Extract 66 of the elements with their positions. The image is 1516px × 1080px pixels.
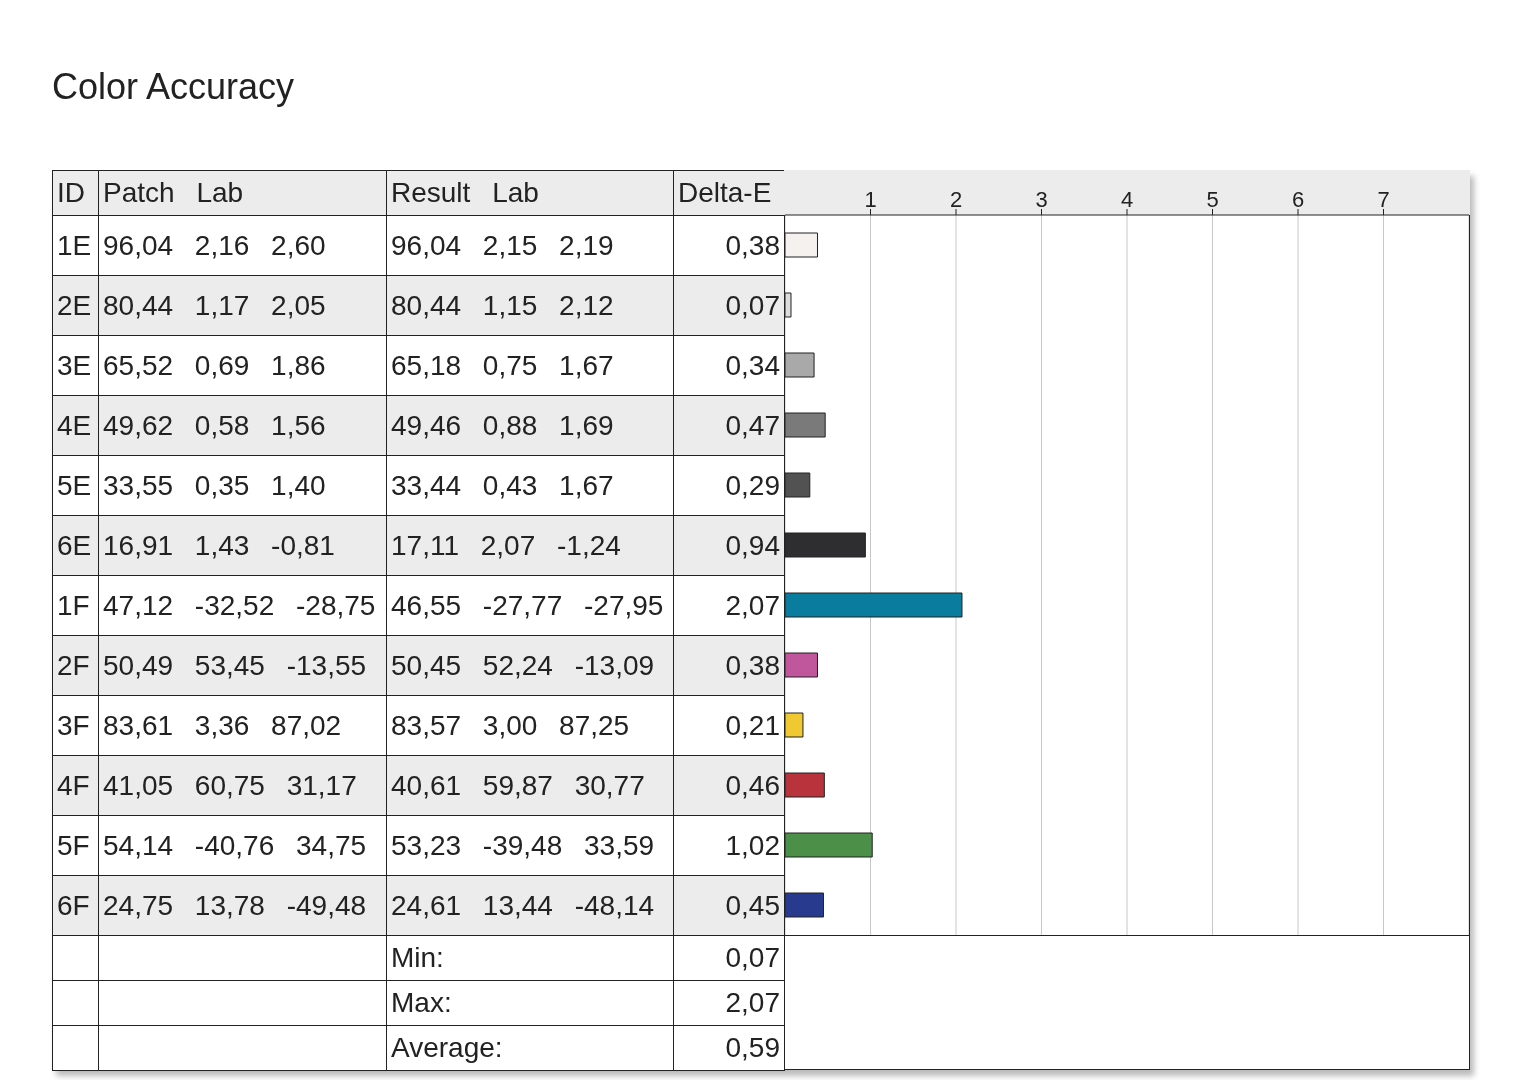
data-label: 1,02 <box>673 815 785 876</box>
y-tick-label: 1F <box>52 575 99 636</box>
y-tick-label: 5F <box>52 815 99 876</box>
text: 46,55 -27,77 -27,95 <box>386 575 674 636</box>
data-label: 0,07 <box>673 275 785 336</box>
y-tick-label: 4E <box>52 395 99 456</box>
text: 83,61 3,36 87,02 <box>98 695 387 756</box>
text: 33,55 0,35 1,40 <box>98 455 387 516</box>
text: 80,44 1,17 2,05 <box>98 275 387 336</box>
y-tick-label: 2E <box>52 275 99 336</box>
y-tick-label: 1E <box>52 215 99 276</box>
y-tick-label: 3E <box>52 335 99 396</box>
text: 96,04 2,15 2,19 <box>386 215 674 276</box>
text: 2,07 <box>673 980 785 1026</box>
text: Min: <box>386 935 674 981</box>
text: 24,61 13,44 -48,14 <box>386 875 674 936</box>
text: 40,61 59,87 30,77 <box>386 755 674 816</box>
text: 53,23 -39,48 33,59 <box>386 815 674 876</box>
data-label: 0,94 <box>673 515 785 576</box>
text: Delta-E <box>673 170 785 216</box>
x2-tick-label: 7 <box>1377 187 1390 212</box>
text: 0,07 <box>673 935 785 981</box>
data-label: 0,45 <box>673 875 785 936</box>
data-label: 0,47 <box>673 395 785 456</box>
text: 83,57 3,00 87,25 <box>386 695 674 756</box>
text: Average: <box>386 1025 674 1071</box>
data-label: 0,21 <box>673 695 785 756</box>
x2-tick-label: 4 <box>1120 187 1134 212</box>
text: 96,04 2,16 2,60 <box>98 215 387 276</box>
y-tick-label: 4F <box>52 755 99 816</box>
data-label: 2,07 <box>673 575 785 636</box>
text: Max: <box>386 980 674 1026</box>
x2-tick-label: 2 <box>949 187 963 212</box>
text: 41,05 60,75 31,17 <box>98 755 387 816</box>
data-label: 0,38 <box>673 635 785 696</box>
y-tick-label: 2F <box>52 635 99 696</box>
text: 50,49 53,45 -13,55 <box>98 635 387 696</box>
text: 80,44 1,15 2,12 <box>386 275 674 336</box>
text: Color Accuracy <box>52 66 295 108</box>
y-tick-label: 5E <box>52 455 99 516</box>
x2-tick-label: 3 <box>1035 187 1048 212</box>
text: Patch Lab <box>98 170 387 216</box>
x2-tick-label: 1 <box>864 187 877 212</box>
y-tick-label: 6F <box>52 875 99 936</box>
text: 65,18 0,75 1,67 <box>386 335 674 396</box>
text: 49,46 0,88 1,69 <box>386 395 674 456</box>
text: 47,12 -32,52 -28,75 <box>98 575 387 636</box>
y-tick-label: 6E <box>52 515 99 576</box>
text: 33,44 0,43 1,67 <box>386 455 674 516</box>
data-label: 0,38 <box>673 215 785 276</box>
text: 50,45 52,24 -13,09 <box>386 635 674 696</box>
data-label: 0,29 <box>673 455 785 516</box>
text: 54,14 -40,76 34,75 <box>98 815 387 876</box>
text: Result Lab <box>386 170 674 216</box>
text: 24,75 13,78 -49,48 <box>98 875 387 936</box>
y-tick-label: 3F <box>52 695 99 756</box>
text: 16,91 1,43 -0,81 <box>98 515 387 576</box>
text: 17,11 2,07 -1,24 <box>386 515 674 576</box>
x2-tick-label: 6 <box>1291 187 1305 212</box>
data-label: 0,46 <box>673 755 785 816</box>
text: 49,62 0,58 1,56 <box>98 395 387 456</box>
text: 0,59 <box>673 1025 785 1071</box>
text: 65,52 0,69 1,86 <box>98 335 387 396</box>
text: ID <box>52 170 99 216</box>
x2-tick-label: 5 <box>1206 187 1219 212</box>
data-label: 0,34 <box>673 335 785 396</box>
